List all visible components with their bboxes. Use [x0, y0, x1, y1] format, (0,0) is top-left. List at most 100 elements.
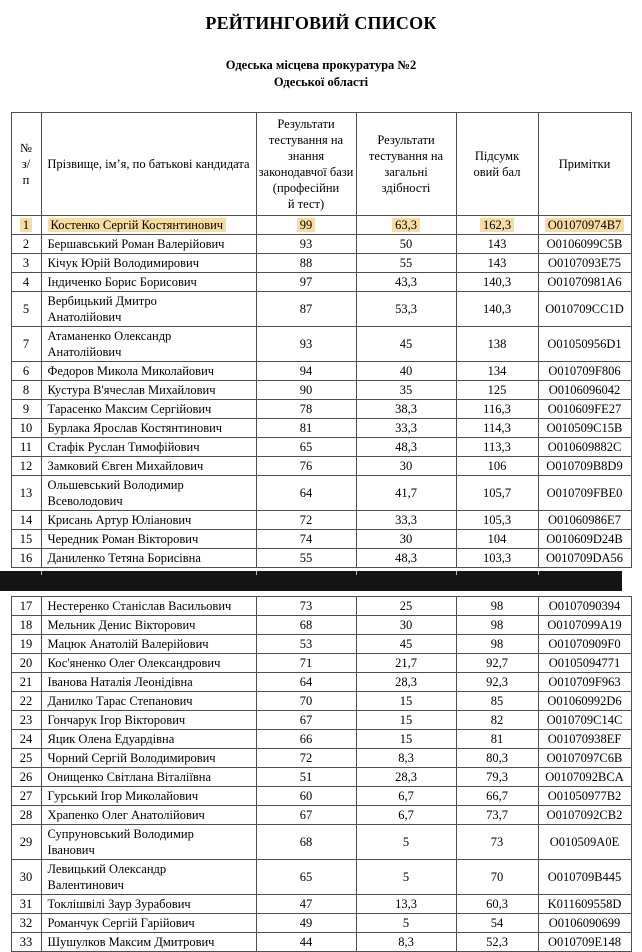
candidate-name-cell: Левицький Олександр Валентинович: [40, 859, 257, 895]
law-test-score: 99: [296, 218, 316, 232]
total-score: 162,3: [479, 218, 515, 232]
law-test-score: 60: [299, 789, 313, 803]
law-test-score-cell: 99: [255, 215, 357, 235]
ability-test-score-cell: 30: [355, 529, 457, 549]
ability-test-score: 5: [402, 870, 410, 884]
table-row: 23 Гончарук Ігор Вікторович 67 15 82 O01…: [10, 710, 632, 730]
row-number-cell: 11: [10, 437, 42, 457]
table-row: 8 Кустура В'ячеслав Михайлович 90 35 125…: [10, 380, 632, 400]
total-score-cell: 113,3: [455, 437, 539, 457]
note-code-cell: O010609FE27: [537, 399, 632, 419]
note-code-cell: O0106096042: [537, 380, 632, 400]
candidate-name-cell: Бурлака Ярослав Костянтинович: [40, 418, 257, 438]
candidate-name: Даниленко Тетяна Борисівна: [47, 551, 201, 565]
law-test-score-cell: 51: [255, 767, 357, 787]
ability-test-score: 8,3: [398, 935, 414, 949]
ability-test-score: 5: [402, 835, 410, 849]
candidate-name-cell: Кустура В'ячеслав Михайлович: [40, 380, 257, 400]
total-score: 66,7: [486, 789, 508, 803]
ability-test-score: 30: [399, 618, 413, 632]
note-code: O01050956D1: [547, 337, 622, 351]
row-number: 24: [19, 732, 33, 746]
candidate-name: Крисань Артур Юліанович: [47, 513, 192, 527]
ability-test-score-cell: 33,3: [355, 510, 457, 530]
total-score: 98: [490, 618, 504, 632]
row-number: 33: [19, 935, 33, 949]
note-code: O01050977B2: [547, 789, 622, 803]
candidate-name-cell: Бершавський Роман Валерійович: [40, 234, 257, 254]
note-code-cell: O0107092BCA: [537, 767, 632, 787]
law-test-score-cell: 49: [255, 913, 357, 933]
row-number-cell: 22: [10, 691, 42, 711]
law-test-score: 81: [299, 421, 313, 435]
candidate-name: Костенко Сергій Костянтинович: [47, 218, 227, 232]
row-number: 6: [22, 364, 30, 378]
total-score: 80,3: [486, 751, 508, 765]
law-test-score: 94: [299, 364, 313, 378]
candidate-name-cell: Федоров Микола Миколайович: [40, 361, 257, 381]
total-score: 105,7: [482, 486, 512, 500]
total-score: 81: [490, 732, 504, 746]
page-title: РЕЙТИНГОВИЙ СПИСОК: [205, 13, 437, 33]
row-number-cell: 6: [10, 361, 42, 381]
law-test-score: 93: [299, 337, 313, 351]
candidate-name-cell: Костенко Сергій Костянтинович: [40, 215, 257, 235]
law-test-score: 93: [299, 237, 313, 251]
ability-test-score: 25: [399, 599, 413, 613]
note-code: O010609FE27: [547, 402, 622, 416]
note-code: O0106096042: [548, 383, 621, 397]
law-test-score-cell: 67: [255, 805, 357, 825]
table-row: 22 Данилко Тарас Степанович 70 15 85 O01…: [10, 691, 632, 711]
table-row: 33 Шушулков Максим Дмитрович 44 8,3 52,3…: [10, 932, 632, 952]
note-code-cell: O01050956D1: [537, 326, 632, 362]
law-test-score: 55: [299, 551, 313, 565]
ability-test-score-cell: 33,3: [355, 418, 457, 438]
row-number-cell: 30: [10, 859, 42, 895]
ability-test-score-cell: 48,3: [355, 548, 457, 568]
note-code-cell: O010709F963: [537, 672, 632, 692]
row-number-cell: 20: [10, 653, 42, 673]
document-subtitle: Одеська місцева прокуратура №2 Одеської …: [225, 58, 417, 89]
row-number: 15: [19, 532, 33, 546]
table-row: 24 Яцик Олена Едуардівна 66 15 81 O01070…: [10, 729, 632, 749]
law-test-score-cell: 72: [255, 748, 357, 768]
ability-test-score: 43,3: [395, 275, 417, 289]
law-test-score-cell: 93: [255, 234, 357, 254]
ability-test-score-cell: 53,3: [355, 291, 457, 327]
total-score-cell: 134: [455, 361, 539, 381]
ability-test-score: 15: [399, 694, 413, 708]
total-score-cell: 85: [455, 691, 539, 711]
candidate-name: Іванова Наталія Леонідівна: [47, 675, 193, 689]
ability-test-score: 6,7: [398, 808, 414, 822]
law-test-score: 70: [299, 694, 313, 708]
law-test-score-cell: 47: [255, 894, 357, 914]
candidate-name: Супруновський Володимир Іванович: [47, 827, 194, 857]
table-row: 6 Федоров Микола Миколайович 94 40 134 O…: [10, 361, 632, 381]
total-score-cell: 143: [455, 234, 539, 254]
table-row: 28 Храпенко Олег Анатолійович 67 6,7 73,…: [10, 805, 632, 825]
note-code-cell: O01070909F0: [537, 634, 632, 654]
note-code: O01070981A6: [547, 275, 622, 289]
ability-test-score-cell: 55: [355, 253, 457, 273]
row-number-cell: 4: [10, 272, 42, 292]
document-page: { "title": "РЕЙТИНГОВИЙ СПИСОК", "subtit…: [0, 13, 642, 952]
candidate-name: Мельник Денис Вікторович: [47, 618, 196, 632]
row-number-cell: 14: [10, 510, 42, 530]
total-score-cell: 73: [455, 824, 539, 860]
row-number-cell: 18: [10, 615, 42, 635]
row-number-cell: 24: [10, 729, 42, 749]
ability-test-score: 21,7: [395, 656, 417, 670]
table-row: 29 Супруновський Володимир Іванович 68 5…: [10, 824, 632, 860]
candidate-name: Токлішвілі Заур Зурабович: [47, 897, 191, 911]
row-number-cell: 26: [10, 767, 42, 787]
note-code: K011609558D: [547, 897, 622, 911]
row-number: 11: [19, 440, 33, 454]
total-score: 125: [487, 383, 507, 397]
law-test-score-cell: 68: [255, 824, 357, 860]
note-code-cell: O010509C15B: [537, 418, 632, 438]
candidate-name-cell: Гончарук Ігор Вікторович: [40, 710, 257, 730]
row-number-cell: 10: [10, 418, 42, 438]
note-code-cell: O010709B8D9: [537, 456, 632, 476]
note-code: O01060986E7: [548, 513, 621, 527]
law-test-score: 49: [299, 916, 313, 930]
